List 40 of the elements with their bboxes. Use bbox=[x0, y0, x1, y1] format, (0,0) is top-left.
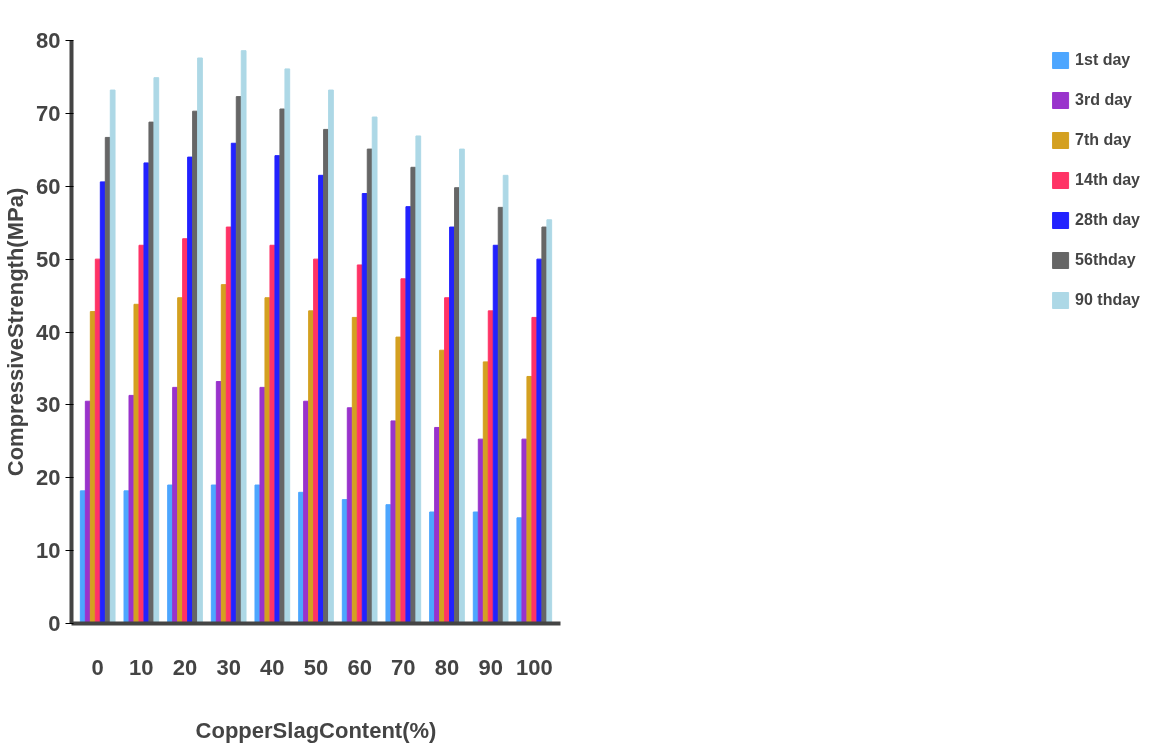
bar bbox=[546, 219, 553, 624]
x-tick-label: 40 bbox=[260, 654, 285, 680]
y-axis-title: CompressiveStrength(MPa) bbox=[3, 187, 29, 477]
bar bbox=[371, 116, 378, 624]
bar bbox=[284, 68, 291, 624]
bar bbox=[197, 57, 203, 624]
y-tick-label: 10 bbox=[36, 538, 61, 564]
bar bbox=[240, 50, 247, 624]
x-tick-label: 70 bbox=[391, 654, 416, 680]
y-tick-label: 0 bbox=[48, 611, 61, 636]
x-tick-label: 10 bbox=[129, 654, 154, 680]
bar bbox=[328, 89, 334, 624]
bar bbox=[502, 174, 509, 624]
y-tick-label: 20 bbox=[36, 465, 61, 491]
legend-label: 14th day bbox=[1075, 171, 1140, 189]
bar bbox=[459, 148, 465, 624]
legend-label: 7th day bbox=[1075, 131, 1132, 149]
y-tick-label: 70 bbox=[36, 100, 61, 126]
bar bbox=[109, 89, 116, 624]
legend-label: 90 thday bbox=[1075, 291, 1140, 309]
x-tick-label: 20 bbox=[172, 654, 198, 680]
y-tick-label: 50 bbox=[36, 246, 61, 272]
x-tick-label: 90 bbox=[478, 654, 503, 680]
y-tick-label: 40 bbox=[36, 319, 61, 345]
bar bbox=[153, 77, 160, 624]
x-tick-label: 0 bbox=[91, 654, 104, 680]
legend-label: 56thday bbox=[1075, 251, 1136, 269]
x-tick-label: 60 bbox=[347, 654, 372, 680]
x-axis-title: CopperSlagContent(%) bbox=[195, 717, 437, 743]
legend-label: 1st day bbox=[1075, 51, 1131, 69]
y-tick-label: 30 bbox=[36, 392, 61, 418]
legend-label: 28th day bbox=[1075, 211, 1140, 229]
x-tick-label: 30 bbox=[216, 654, 241, 680]
bar bbox=[415, 135, 422, 624]
x-tick-label: 80 bbox=[434, 654, 460, 680]
y-tick-label: 60 bbox=[36, 173, 61, 199]
y-tick-label: 80 bbox=[36, 28, 61, 53]
x-tick-label: 100 bbox=[515, 654, 553, 680]
legend-label: 3rd day bbox=[1075, 91, 1132, 109]
x-tick-label: 50 bbox=[303, 654, 329, 680]
